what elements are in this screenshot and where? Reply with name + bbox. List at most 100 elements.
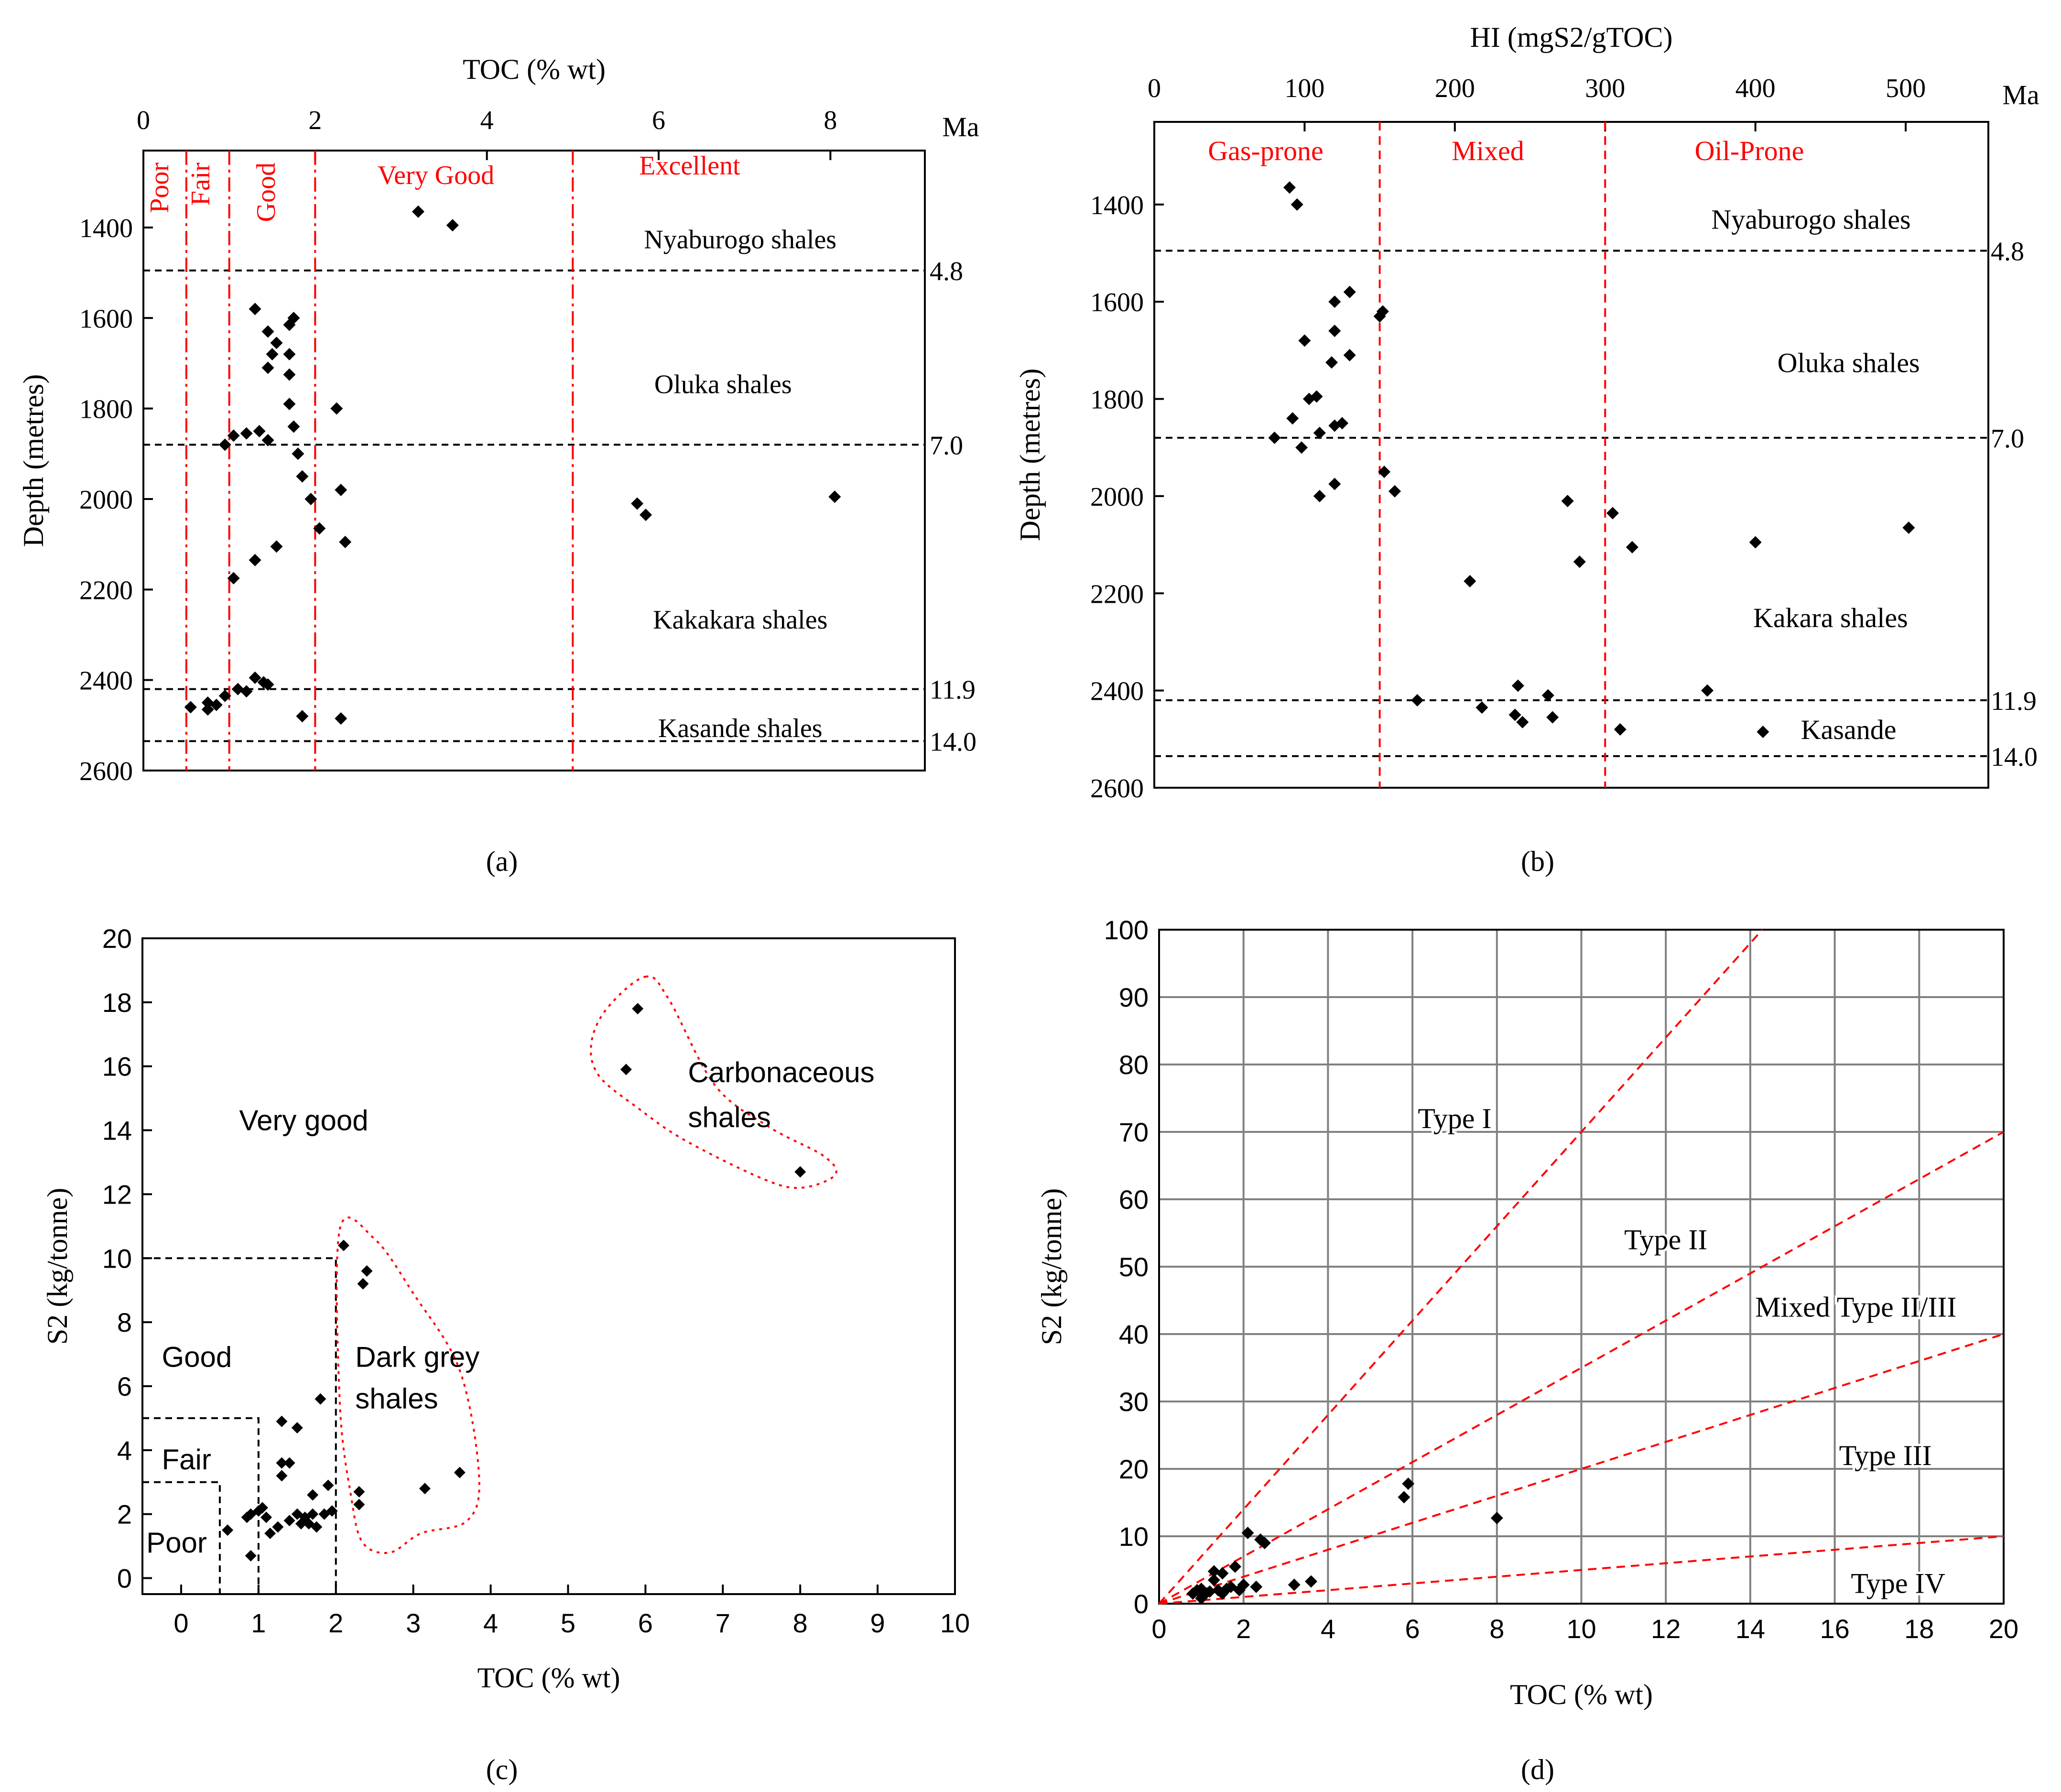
data-point <box>1328 478 1341 490</box>
x-tick-label: 5 <box>561 1608 575 1638</box>
data-point <box>1328 419 1341 432</box>
data-point <box>261 325 274 338</box>
data-point <box>1216 1567 1229 1580</box>
age-label: 14.0 <box>930 727 976 757</box>
data-point <box>1313 489 1326 502</box>
data-point <box>276 1415 288 1427</box>
class-limit-line <box>142 1481 221 1594</box>
y-axis-title: Depth (metres) <box>18 374 49 547</box>
data-point <box>1573 555 1586 568</box>
x-tick-label: 500 <box>1886 74 1926 103</box>
plot-frame <box>142 150 926 771</box>
data-point <box>640 509 652 521</box>
y-axis-title: S2 (kg/tonne) <box>1036 1188 1067 1345</box>
x-tick-label: 9 <box>870 1608 885 1638</box>
data-point <box>227 429 240 442</box>
y-tick-label: 2000 <box>79 485 133 515</box>
y-tick-label: 2200 <box>79 576 133 605</box>
formation-label: Nyaburogo shales <box>1711 204 1910 235</box>
y-tick-label: 90 <box>1119 982 1149 1012</box>
x-tick-label: 7 <box>716 1608 730 1638</box>
x-tick-label: 16 <box>1820 1614 1849 1644</box>
y-tick-label: 2000 <box>1090 482 1144 512</box>
x-tick-label: 200 <box>1435 74 1475 103</box>
data-point <box>1325 356 1338 369</box>
y-tick-label: 1400 <box>79 214 133 243</box>
age-label: 4.8 <box>930 257 963 286</box>
quality-label: Good <box>251 163 281 222</box>
data-point <box>313 522 326 535</box>
y-tick-label: 12 <box>102 1179 132 1209</box>
age-axis-label: Ma <box>2002 79 2039 110</box>
data-point <box>292 447 304 460</box>
data-point <box>296 470 309 483</box>
y-tick-label: 20 <box>1119 1454 1149 1484</box>
y-tick-label: 10 <box>1119 1521 1149 1552</box>
data-point <box>1402 1477 1415 1490</box>
data-point <box>446 219 459 232</box>
x-tick-label: 3 <box>406 1608 421 1638</box>
data-point <box>1229 1560 1242 1573</box>
plot-frame <box>141 937 956 1595</box>
x-tick-label: 2 <box>308 106 322 135</box>
x-tick-label: 4 <box>483 1608 498 1638</box>
data-point <box>1749 536 1762 549</box>
panel-b: 0 100 200 300 400 500 1400 1600 1800 2000 2200 2400… <box>1014 22 2039 804</box>
data-point <box>828 490 841 503</box>
data-point <box>335 484 347 497</box>
y-tick-label: 0 <box>117 1564 132 1594</box>
data-point <box>201 703 214 716</box>
age-label: 11.9 <box>1991 686 2037 716</box>
data-point <box>218 438 231 451</box>
x-tick-label: 12 <box>1651 1614 1681 1644</box>
data-point <box>261 678 274 691</box>
y-tick-label: 100 <box>1104 915 1149 945</box>
age-label: 7.0 <box>930 431 963 460</box>
y-tick-label: 50 <box>1119 1252 1149 1282</box>
y-tick-label: 1800 <box>1090 385 1144 415</box>
data-point <box>1626 541 1638 554</box>
kerogen-type-label: Type I <box>1418 1103 1491 1134</box>
data-point <box>1614 723 1627 736</box>
data-point <box>1328 325 1341 337</box>
data-point <box>245 1550 257 1562</box>
x-tick-label: 6 <box>652 106 665 135</box>
data-point <box>218 689 231 702</box>
data-point <box>357 1278 369 1290</box>
data-point <box>632 1003 644 1015</box>
y-tick-label: 8 <box>117 1307 132 1337</box>
y-tick-label: 60 <box>1119 1184 1149 1215</box>
class-label: Poor <box>146 1527 207 1559</box>
data-point <box>330 402 343 415</box>
data-point <box>322 1479 334 1491</box>
carbonaceous-shales-label: Carbonaceous shales <box>688 1056 874 1133</box>
data-point <box>307 1508 319 1520</box>
formation-label: Kasande <box>1801 714 1897 745</box>
x-tick-label: 8 <box>793 1608 808 1638</box>
data-point <box>276 1470 288 1482</box>
x-tick-label: 6 <box>1405 1614 1420 1644</box>
y-tick-label: 6 <box>117 1371 132 1401</box>
age-axis-label: Ma <box>942 111 979 142</box>
x-tick-label: 18 <box>1904 1614 1934 1644</box>
data-point <box>283 318 296 331</box>
x-tick-label: 20 <box>1989 1614 2018 1644</box>
y-tick-label: 0 <box>1134 1589 1149 1619</box>
kerogen-zone-label: Mixed <box>1452 135 1524 166</box>
data-point <box>266 348 279 361</box>
age-label: 4.8 <box>1991 237 2024 266</box>
data-point <box>1373 310 1386 323</box>
data-point <box>794 1166 806 1178</box>
y-tick-label: 10 <box>102 1243 132 1273</box>
data-point <box>1411 694 1424 706</box>
x-axis-title: TOC (% wt) <box>477 1662 620 1694</box>
x-tick-label: 4 <box>1321 1614 1335 1644</box>
data-point <box>1241 1526 1254 1539</box>
data-point <box>249 303 261 315</box>
data-point <box>1302 392 1315 405</box>
data-point <box>1343 285 1356 298</box>
data-point <box>287 420 300 433</box>
y-tick-label: 2200 <box>1090 579 1144 609</box>
